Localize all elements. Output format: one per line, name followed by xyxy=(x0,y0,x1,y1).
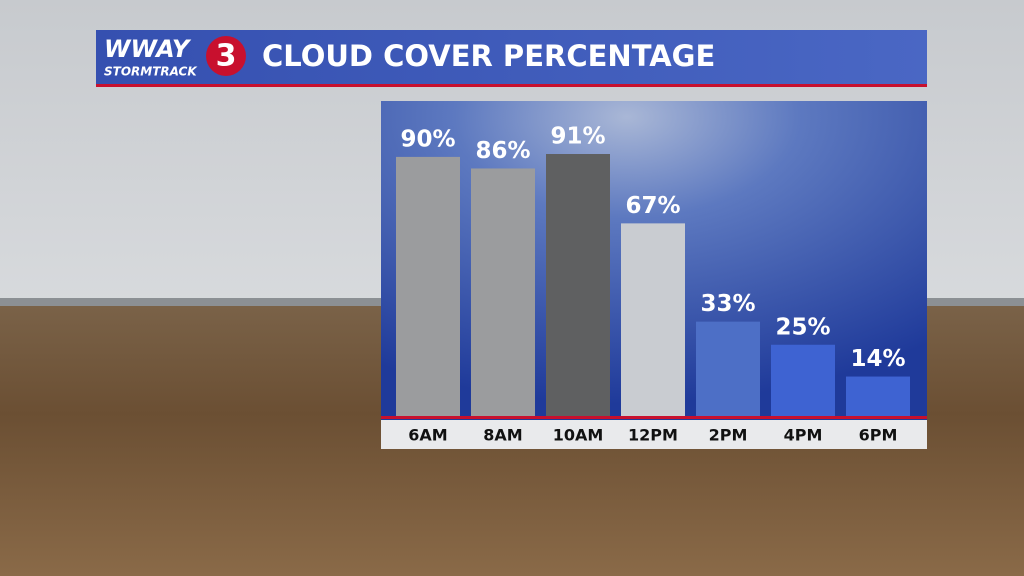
bar xyxy=(846,376,910,417)
bars: 90% 6AM 86% 8AM 91% 10AM 67% 12PM 33% 2PM 25% 4PM 14… xyxy=(396,124,910,445)
x-tick-label: 10AM xyxy=(553,426,604,445)
category-strip xyxy=(381,420,927,449)
brand-channel: 3 xyxy=(216,39,237,74)
bar xyxy=(621,223,685,417)
bar xyxy=(696,321,760,417)
bar xyxy=(546,154,610,417)
brand-tagline: STORMTRACK xyxy=(104,65,198,79)
value-label: 14% xyxy=(850,346,905,372)
title-underline xyxy=(96,84,927,87)
bar xyxy=(771,344,835,417)
x-tick-label: 12PM xyxy=(628,426,678,445)
bar xyxy=(471,168,535,417)
value-label: 25% xyxy=(775,314,830,340)
value-label: 91% xyxy=(550,124,605,150)
brand-badge xyxy=(206,36,246,76)
baseline xyxy=(381,416,927,419)
x-tick-label: 2PM xyxy=(709,426,748,445)
value-label: 33% xyxy=(700,291,755,317)
x-tick-label: 6PM xyxy=(859,426,898,445)
bar xyxy=(396,156,460,417)
value-label: 86% xyxy=(475,138,530,164)
x-tick-label: 4PM xyxy=(784,426,823,445)
value-label: 67% xyxy=(625,193,680,219)
x-tick-label: 8AM xyxy=(483,426,522,445)
x-tick-label: 6AM xyxy=(408,426,447,445)
brand-name: WWAY xyxy=(104,35,192,63)
chart-title: CLOUD COVER PERCENTAGE xyxy=(262,39,715,73)
value-label: 90% xyxy=(400,126,455,152)
